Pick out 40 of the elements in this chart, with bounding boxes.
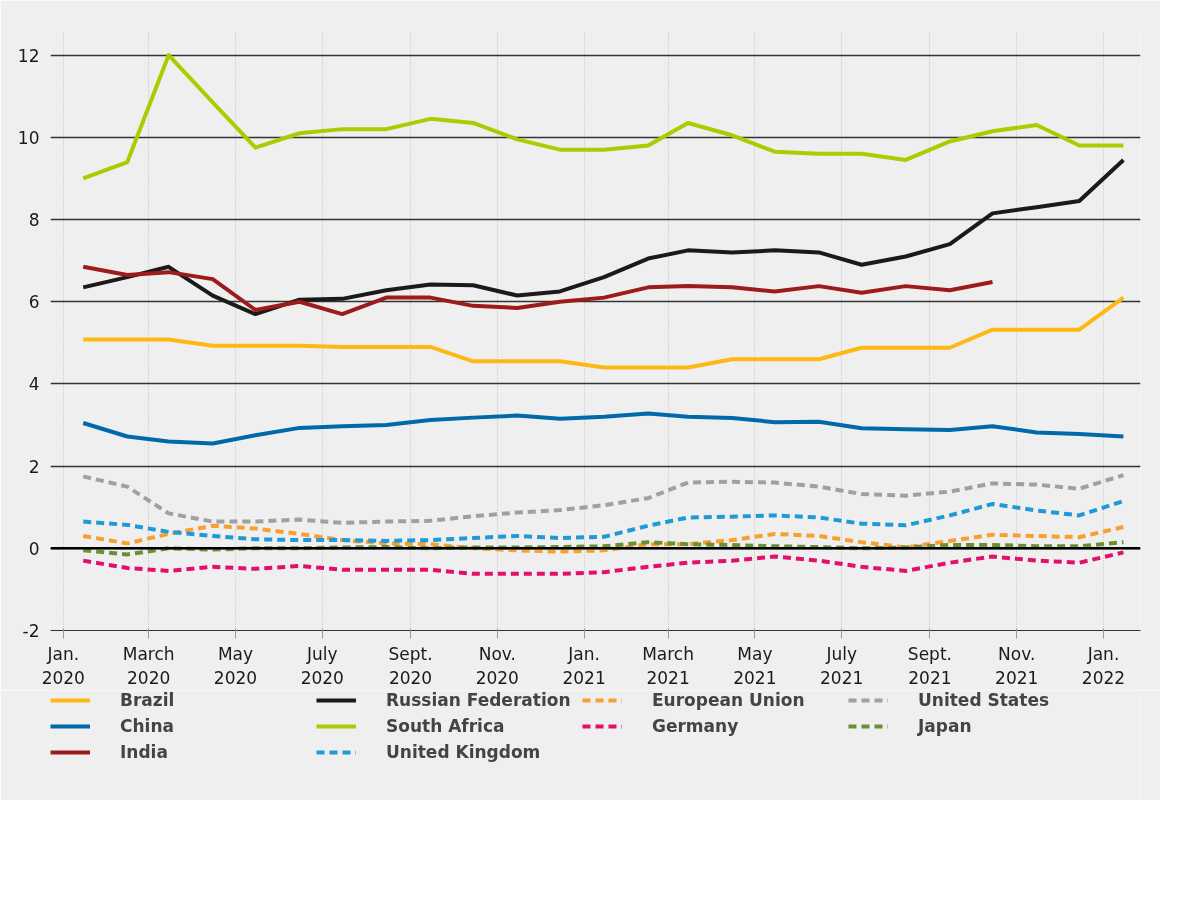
y-tick-label: 10 xyxy=(17,127,40,148)
x-tick-label: July 2021 xyxy=(820,643,864,688)
line-series xyxy=(81,523,1126,554)
y-tick-label: 6 xyxy=(28,292,40,313)
legend-label: United States xyxy=(918,690,1051,710)
x-tick-label: Nov. 2020 xyxy=(475,643,519,688)
x-tick-label: July 2020 xyxy=(300,643,344,688)
line-series xyxy=(81,540,1126,557)
legend-label: Germany xyxy=(652,716,740,736)
line-series xyxy=(81,550,1126,576)
x-tick-label: May 2020 xyxy=(213,643,258,688)
y-tick-label: -2 xyxy=(22,621,40,641)
x-tick-label: Nov. 2021 xyxy=(995,643,1039,688)
line-series xyxy=(81,411,1126,446)
x-tick-label: Sept. 2021 xyxy=(907,643,952,688)
line-series xyxy=(81,157,1126,317)
legend-label: European Union xyxy=(652,690,806,710)
x-tick-label: May 2021 xyxy=(733,643,777,688)
line-series xyxy=(81,53,1126,181)
legend-label: United Kingdom xyxy=(386,742,542,762)
line-series xyxy=(81,473,1126,525)
x-tick-label: March 2021 xyxy=(642,643,694,688)
legend-label: Japan xyxy=(918,716,973,736)
y-tick-label: 12 xyxy=(17,45,40,66)
legend-label: Russian Federation xyxy=(386,690,572,710)
legend-label: China xyxy=(120,716,175,736)
legend-label: South Africa xyxy=(386,716,506,736)
x-tick-label: Jan. 2020 xyxy=(41,643,85,688)
x-tick-label: Jan. 2022 xyxy=(1081,643,1126,688)
legend-label: India xyxy=(120,742,169,762)
x-tick-label: March 2020 xyxy=(122,643,175,688)
x-tick-label: Jan. 2021 xyxy=(562,643,606,688)
line-series xyxy=(81,264,995,317)
line-series xyxy=(81,295,1126,370)
x-tick-label: Sept. 2020 xyxy=(388,643,433,688)
y-tick-label: 4 xyxy=(28,374,40,395)
y-tick-label: 8 xyxy=(28,210,40,231)
y-tick-label: 0 xyxy=(28,538,40,559)
legend-label: Brazil xyxy=(120,690,176,710)
y-tick-label: 2 xyxy=(28,456,40,477)
